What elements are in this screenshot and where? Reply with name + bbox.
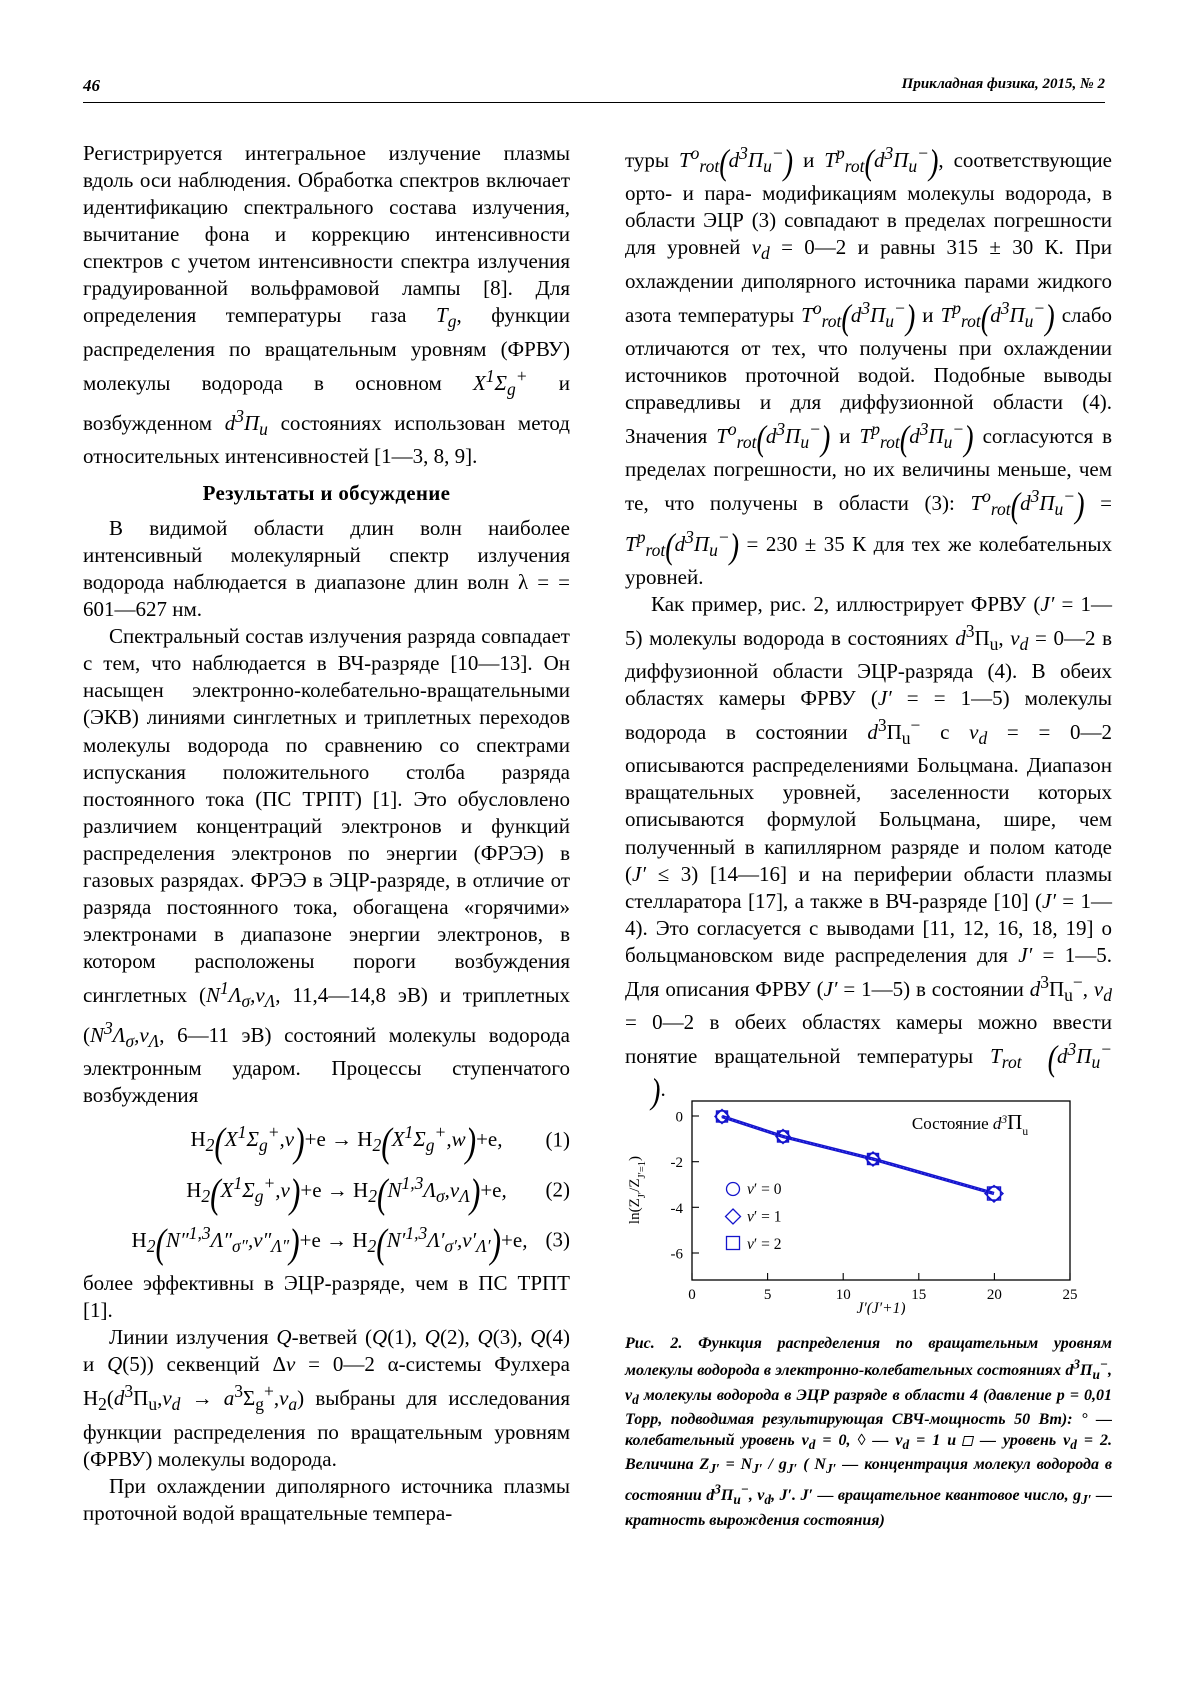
svg-text:J′(J′+1): J′(J′+1) [856,1300,905,1315]
svg-text:ln(ZJ′/ZJ′=1): ln(ZJ′/ZJ′=1) [627,1156,648,1224]
svg-text:v′ = 2: v′ = 2 [747,1236,782,1253]
svg-text:-4: -4 [671,1201,684,1217]
svg-text:v′ = 0: v′ = 0 [747,1181,782,1198]
svg-text:Состояние d3Πu: Состояние d3Πu [912,1110,1028,1138]
svg-text:-6: -6 [671,1247,684,1263]
svg-text:0: 0 [688,1287,696,1303]
svg-text:-2: -2 [671,1155,684,1171]
svg-text:v′ = 1: v′ = 1 [747,1209,782,1226]
svg-text:20: 20 [987,1287,1002,1303]
svg-text:0: 0 [676,1110,684,1126]
svg-text:25: 25 [1063,1287,1078,1303]
svg-text:5: 5 [764,1287,772,1303]
svg-text:10: 10 [836,1287,851,1303]
svg-text:15: 15 [911,1287,926,1303]
